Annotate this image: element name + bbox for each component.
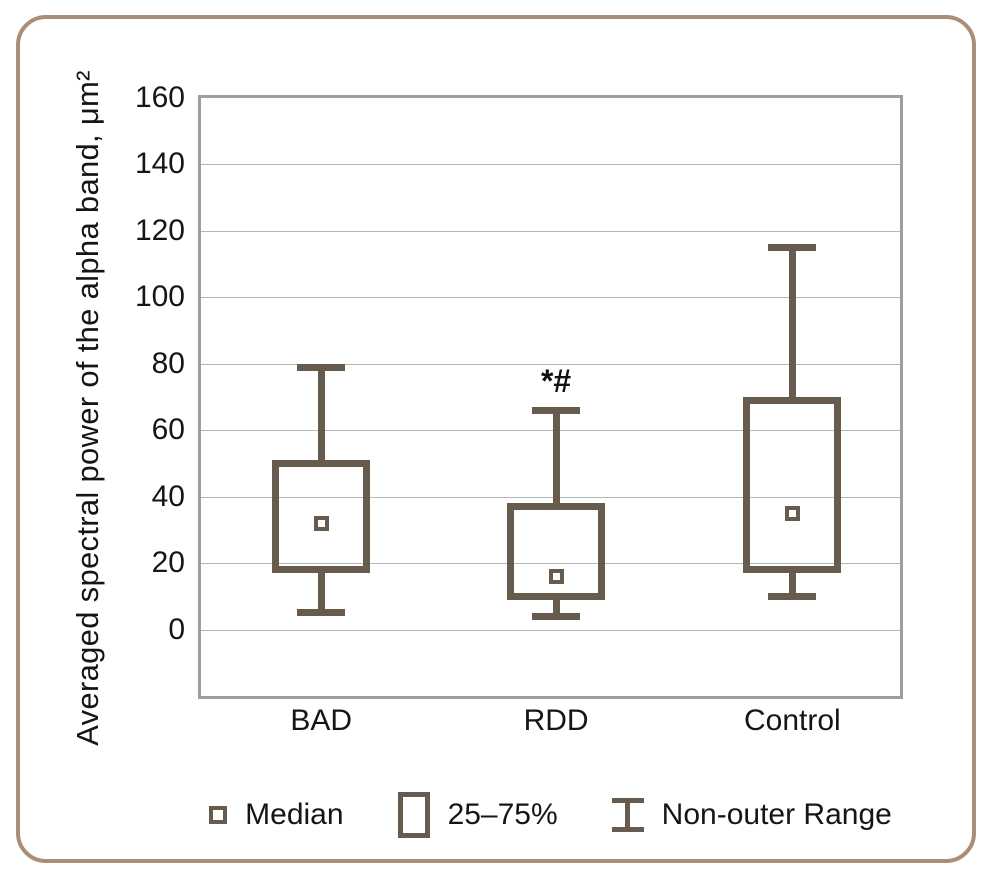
x-label-Control: Control bbox=[743, 704, 841, 737]
upper-whisker-RDD bbox=[552, 410, 560, 507]
iqr-box-RDD bbox=[507, 503, 606, 600]
upper-whisker-BAD bbox=[317, 367, 325, 464]
median-marker-RDD bbox=[548, 568, 564, 584]
whisker-icon-stem bbox=[625, 803, 631, 827]
gridline-140 bbox=[201, 164, 900, 166]
gridline-80 bbox=[201, 363, 900, 365]
gridline-20 bbox=[201, 563, 900, 565]
legend-item-median: Median bbox=[209, 798, 344, 832]
y-tick-label-40: 40 bbox=[151, 479, 185, 513]
whisker-icon bbox=[611, 798, 644, 832]
y-tick-label-100: 100 bbox=[134, 280, 185, 314]
y-tick-label-60: 60 bbox=[151, 413, 185, 447]
lower-whisker-Control bbox=[788, 569, 796, 597]
legend-item-iqr: 25–75% bbox=[397, 792, 558, 838]
gridline-60 bbox=[201, 430, 900, 432]
lower-whisker-RDD bbox=[552, 596, 560, 617]
upper-whisker-cap-Control bbox=[768, 244, 817, 251]
median-square-icon bbox=[209, 806, 228, 824]
legend-label-median: Median bbox=[245, 798, 344, 831]
upper-whisker-cap-BAD bbox=[297, 363, 346, 371]
legend-item-range: Non-outer Range bbox=[611, 798, 892, 832]
lower-whisker-cap-RDD bbox=[532, 612, 581, 620]
median-marker-BAD bbox=[313, 515, 329, 531]
x-label-BAD: BAD bbox=[290, 704, 353, 737]
legend-label-range: Non-outer Range bbox=[661, 798, 892, 831]
lower-whisker-cap-Control bbox=[768, 592, 817, 600]
plot-area: *# bbox=[198, 95, 903, 699]
legend-label-iqr: 25–75% bbox=[447, 798, 558, 831]
gridline-0 bbox=[201, 629, 900, 631]
significance-annotation-RDD: *# bbox=[540, 363, 572, 400]
legend: Median 25–75% Non-outer Range bbox=[198, 778, 903, 852]
y-tick-label-140: 140 bbox=[134, 147, 185, 181]
y-tick-label-160: 160 bbox=[134, 81, 185, 114]
whisker-icon-bottom-cap bbox=[611, 827, 644, 832]
gridline-40 bbox=[201, 496, 900, 498]
gridline-100 bbox=[201, 297, 900, 299]
x-label-RDD: RDD bbox=[523, 704, 589, 737]
iqr-box-icon bbox=[397, 792, 430, 838]
iqr-box-Control bbox=[743, 396, 842, 574]
y-tick-label-120: 120 bbox=[134, 213, 185, 247]
gridline-120 bbox=[201, 230, 900, 232]
y-tick-label-0: 0 bbox=[168, 612, 185, 646]
whisker-icon-top-cap bbox=[611, 798, 644, 803]
y-tick-label-80: 80 bbox=[151, 346, 185, 380]
lower-whisker-BAD bbox=[317, 569, 325, 613]
figure-border bbox=[16, 15, 976, 863]
median-marker-Control bbox=[784, 505, 800, 521]
y-tick-label-20: 20 bbox=[151, 546, 185, 580]
upper-whisker-cap-RDD bbox=[532, 406, 581, 414]
lower-whisker-cap-BAD bbox=[297, 609, 346, 617]
upper-whisker-Control bbox=[788, 247, 796, 401]
iqr-box-BAD bbox=[272, 459, 371, 574]
